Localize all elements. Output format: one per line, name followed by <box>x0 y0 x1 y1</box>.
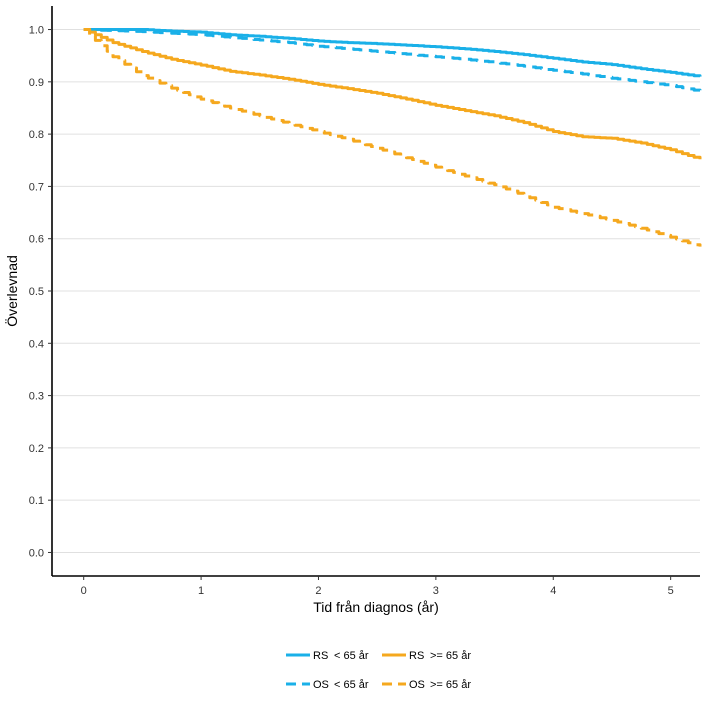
ticks-layer: 0.0 0.1 0.2 0.3 0.4 0.5 0.6 0.7 0.8 0.9 1.0 0 1 2 3 4 5 <box>29 25 674 597</box>
y-tick-label: 0.1 <box>29 495 44 507</box>
x-tick-label: 4 <box>550 585 556 597</box>
series-line-rs_under65 <box>83 28 702 78</box>
y-axis-title: Överlevnad <box>3 255 20 327</box>
x-axis-title: Tid från diagnos (år) <box>313 599 439 615</box>
legend-prefix-rs_under65: RS <box>313 650 328 662</box>
series-line-rs_over65 <box>83 28 702 160</box>
legend-suffix-os_under65: < 65 år <box>334 679 369 691</box>
legend-prefix-os_over65: OS <box>409 679 425 691</box>
legend-suffix-rs_under65: < 65 år <box>334 650 369 662</box>
y-tick-label: 0.5 <box>29 286 44 298</box>
y-tick-label: 0.6 <box>29 234 44 246</box>
y-tick-label: 0.9 <box>29 77 44 89</box>
y-tick-label: 0.0 <box>29 547 44 559</box>
y-tick-label: 0.7 <box>29 181 44 193</box>
y-tick-label: 0.8 <box>29 129 44 141</box>
y-tick-label: 0.4 <box>29 338 44 350</box>
legend-prefix-rs_over65: RS <box>409 650 424 662</box>
legend-item-rs_over65: RS >= 65 år <box>382 650 471 662</box>
legend-suffix-rs_over65: >= 65 år <box>430 650 471 662</box>
y-tick-label: 0.3 <box>29 391 44 403</box>
series-line-os_over65 <box>83 28 702 247</box>
x-tick-label: 1 <box>198 585 204 597</box>
legend-item-rs_under65: RS < 65 år <box>286 650 369 662</box>
grid-layer <box>52 29 700 553</box>
legend-suffix-os_over65: >= 65 år <box>430 679 471 691</box>
x-tick-label: 2 <box>315 585 321 597</box>
x-tick-label: 3 <box>433 585 439 597</box>
x-tick-label: 0 <box>81 585 87 597</box>
y-tick-label: 0.2 <box>29 443 44 455</box>
series-layer <box>83 28 702 247</box>
legend-item-os_over65: OS >= 65 år <box>382 679 471 691</box>
legend-item-os_under65: OS < 65 år <box>286 679 369 691</box>
legend: RS < 65 år RS >= 65 år OS < 65 år OS >= 65 år <box>286 650 471 691</box>
series-line-os_under65 <box>83 28 702 92</box>
x-tick-label: 5 <box>668 585 674 597</box>
y-tick-label: 1.0 <box>29 25 44 37</box>
legend-prefix-os_under65: OS <box>313 679 329 691</box>
